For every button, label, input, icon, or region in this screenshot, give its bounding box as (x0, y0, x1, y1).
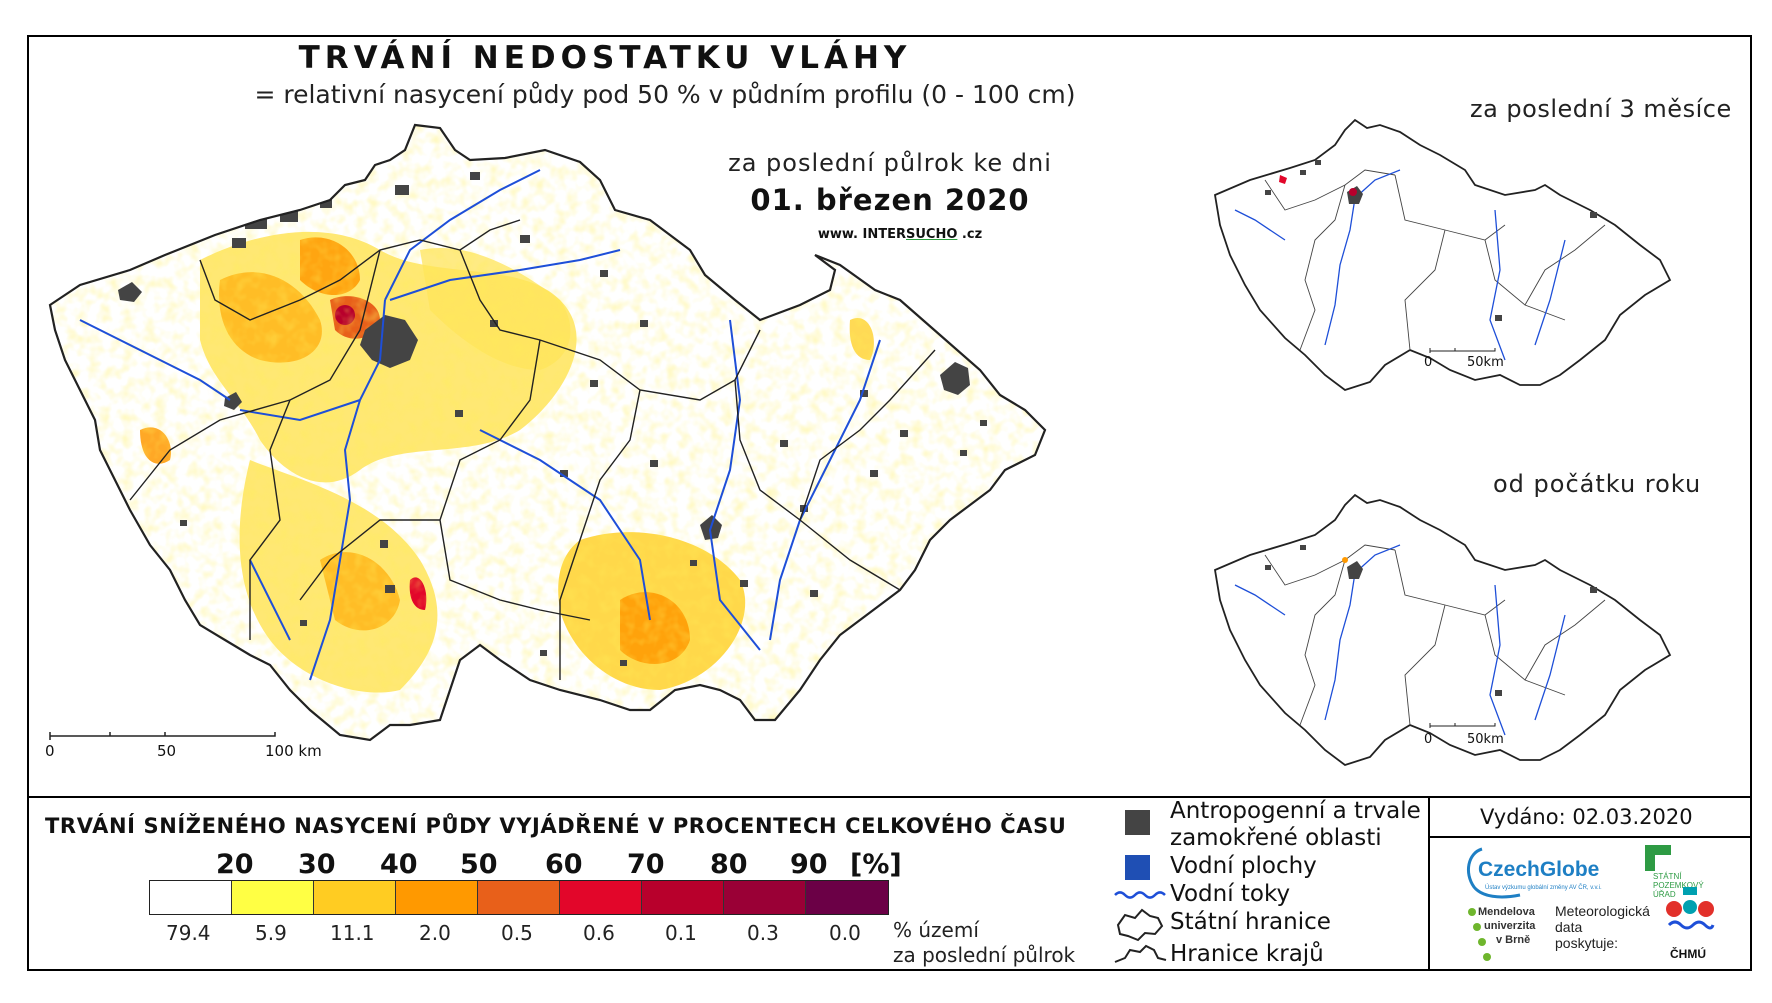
region-border-swatch (1114, 944, 1167, 963)
class-label-80: 80 (710, 849, 748, 880)
area-pct-7: 0.3 (747, 921, 779, 945)
inset-3months-title: za poslední 3 měsíce (1470, 95, 1732, 123)
regional-borders (129, 219, 936, 680)
inset1-scale-50: 50km (1467, 355, 1504, 370)
issued-divider (1428, 836, 1752, 838)
area-note-line2: za poslední půlrok (893, 943, 1076, 967)
czechglobe-sub: Ústav výzkumu globální změny AV ČR, v.v.… (1485, 885, 1602, 891)
area-pct-0: 79.4 (166, 921, 211, 945)
legend-swatch-7 (724, 881, 806, 914)
rivers-label: Vodní toky (1170, 881, 1291, 907)
web-prefix: www. (817, 227, 858, 242)
main-scale-100: 100 km (265, 742, 322, 760)
legend-swatch-2 (314, 881, 396, 914)
area-pct-5: 0.6 (583, 921, 615, 945)
meteo-line1: Meteorologická (1555, 903, 1650, 919)
legend-swatch-8 (806, 881, 888, 914)
area-pct-1: 5.9 (255, 921, 287, 945)
legend-panel (27, 796, 1752, 971)
spu-label: STÁTNÍ POZEMKOVÝ ÚŘAD (1653, 872, 1704, 899)
chmu-logo (1666, 887, 1715, 930)
class-label-40: 40 (380, 849, 418, 880)
area-pct-6: 0.1 (665, 921, 697, 945)
anthropogenic-label-2: zamokřené oblasti (1170, 825, 1382, 851)
class-label-60: 60 (545, 849, 583, 880)
mendel-line3: v Brně (1496, 934, 1531, 946)
main-scale-50: 50 (157, 742, 177, 760)
web-inter: INTER (862, 227, 906, 242)
anthropogenic-swatch (1125, 810, 1150, 835)
class-label-70: 70 (627, 849, 665, 880)
main-scale-bar (49, 732, 276, 740)
inset2-scale-0: 0 (1424, 732, 1433, 747)
mendel-line1: Mendelova (1478, 906, 1535, 918)
inset1-scale-0: 0 (1424, 355, 1433, 370)
mendel-label: Mendelova univerzita v Brně (1478, 905, 1535, 947)
area-pct-8: 0.0 (829, 921, 861, 945)
legend-title: TRVÁNÍ SNÍŽENÉHO NASYCENÍ PŮDY VYJÁDŘENÉ… (45, 814, 1067, 838)
legend-swatch-5 (560, 881, 642, 914)
mendel-logo-dots (1468, 908, 1491, 961)
state-border-label: Státní hranice (1170, 909, 1331, 935)
water-label: Vodní plochy (1170, 853, 1317, 879)
czechglobe-label: CzechGlobe (1478, 858, 1600, 881)
inset-year-map (1213, 493, 1672, 766)
class-label-90: 90 (790, 849, 828, 880)
rivers (79, 169, 881, 681)
legend-color-bar (149, 880, 889, 915)
legend-swatch-4 (478, 881, 560, 914)
state-border-swatch (1116, 908, 1164, 942)
mendel-line2: univerzita (1484, 920, 1536, 932)
anthropogenic-areas (118, 172, 987, 666)
czechglobe-logo (1466, 847, 1521, 899)
spu-line2: POZEMKOVÝ (1653, 881, 1704, 890)
class-label-30: 30 (298, 849, 336, 880)
web-sucho: SUCHO (906, 227, 958, 242)
state-border (48, 123, 1047, 742)
map-subtitle: = relativní nasycení půdy pod 50 % v půd… (254, 80, 1076, 109)
chmu-label: ČHMÚ (1670, 947, 1706, 961)
region-border-label: Hranice krajů (1170, 941, 1324, 967)
legend-swatch-6 (642, 881, 724, 914)
legend-swatch-3 (396, 881, 478, 914)
inset2-scale-50: 50km (1467, 732, 1504, 747)
area-pct-3: 2.0 (419, 921, 451, 945)
area-pct-4: 0.5 (501, 921, 533, 945)
area-note-line1: % území (893, 918, 979, 942)
anthropogenic-label-1: Antropogenní a trvale (1170, 798, 1421, 824)
class-label-unit: [%] (850, 849, 902, 880)
period-label: za poslední půlrok ke dni (728, 149, 1052, 177)
water-swatch (1125, 855, 1150, 880)
issued-date: Vydáno: 02.03.2020 (1480, 805, 1693, 829)
symbol-legend (1114, 810, 1167, 963)
meteo-line3: poskytuje: (1555, 935, 1619, 951)
inset-3months-map (1213, 118, 1672, 391)
spu-line1: STÁTNÍ (1653, 872, 1682, 881)
river-swatch (1114, 891, 1166, 899)
area-note: % území za poslední půlrok (893, 918, 1075, 968)
class-label-50: 50 (460, 849, 498, 880)
spu-logo (1645, 845, 1671, 871)
legend-swatch-1 (232, 881, 314, 914)
web-suffix: .cz (961, 227, 983, 242)
map-title: TRVÁNÍ NEDOSTATKU VLÁHY (298, 40, 912, 76)
inset-year-title: od počátku roku (1493, 470, 1702, 498)
area-pct-2: 11.1 (330, 921, 375, 945)
drought-layer (50, 125, 1045, 740)
meteo-line2: data (1555, 919, 1583, 935)
meteo-label: Meteorologická data poskytuje: (1555, 903, 1650, 951)
issued-panel (1428, 796, 1752, 971)
date-label: 01. březen 2020 (750, 183, 1030, 217)
legend-swatch-0 (150, 881, 232, 914)
spu-line3: ÚŘAD (1653, 890, 1676, 899)
class-label-20: 20 (216, 849, 254, 880)
main-scale-0: 0 (45, 742, 55, 760)
website-link[interactable]: www. INTERSUCHO .cz (790, 227, 1010, 242)
